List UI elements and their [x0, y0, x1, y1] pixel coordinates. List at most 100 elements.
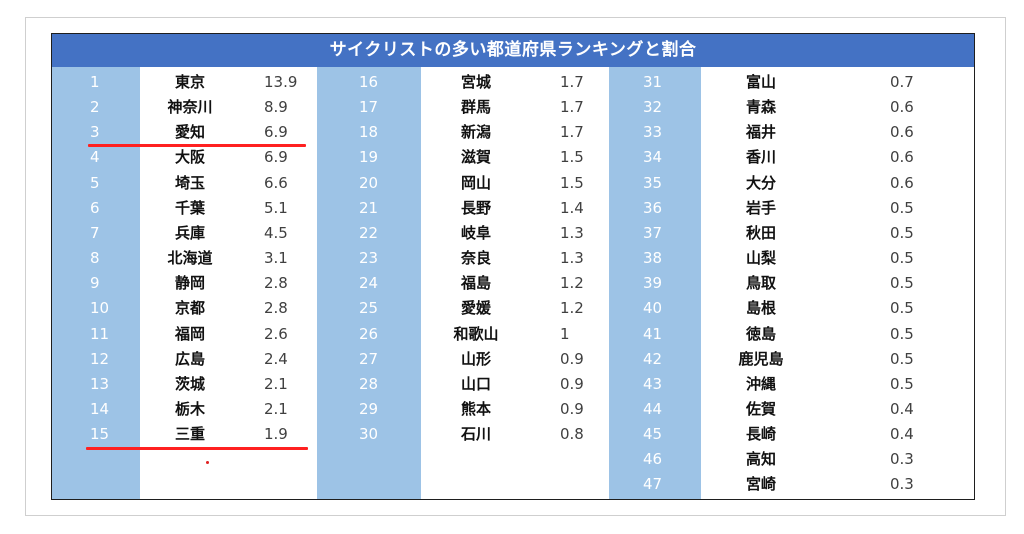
percentage-value: 0.5	[890, 324, 914, 343]
rank-number: 3	[90, 123, 100, 142]
percentage-value: 1.4	[560, 198, 584, 217]
prefecture-name: 宮城	[460, 73, 491, 91]
prefecture-name: 静岡	[174, 274, 205, 293]
percentage-value: 0.6	[890, 98, 914, 117]
rank-column-3	[609, 67, 701, 499]
percentage-value: 1.3	[560, 223, 584, 242]
prefecture-name: 栃木	[174, 399, 205, 418]
prefecture-name: 山形	[460, 349, 491, 368]
prefecture-name: 茨城	[174, 374, 205, 393]
percentage-value: 0.9	[560, 349, 584, 368]
prefecture-name: 秋田	[745, 223, 776, 242]
table-title: サイクリストの多い都道府県ランキングと割合	[52, 34, 974, 67]
percentage-value: 2.8	[264, 274, 288, 293]
rank-number: 27	[359, 349, 379, 368]
percentage-value: 0.7	[890, 73, 914, 91]
rank-number: 21	[359, 198, 379, 217]
percentage-value: 3.1	[264, 249, 288, 268]
rank-number: 18	[359, 123, 379, 142]
prefecture-name: 佐賀	[745, 399, 776, 418]
rank-number: 2	[90, 98, 100, 117]
prefecture-name: 大分	[745, 173, 776, 192]
rank-number: 43	[643, 374, 663, 393]
prefecture-name: 大阪	[174, 148, 205, 167]
prefecture-name: 三重	[174, 425, 205, 444]
prefecture-name: 高知	[745, 450, 776, 469]
rank-number: 33	[643, 123, 663, 142]
percentage-value: 1.7	[560, 73, 584, 91]
prefecture-name: 愛知	[174, 123, 205, 142]
prefecture-name: 福島	[460, 274, 491, 293]
rank-number: 14	[90, 399, 110, 418]
prefecture-name: 長野	[460, 198, 491, 217]
rank-number: 25	[359, 299, 379, 318]
prefecture-name: 岩手	[745, 198, 776, 217]
percentage-value: 0.5	[890, 374, 914, 393]
percentage-value: 6.9	[264, 148, 288, 167]
rank-number: 39	[643, 274, 663, 293]
rank-number: 16	[359, 73, 379, 91]
rank-number: 31	[643, 73, 663, 91]
highlight-underline-aichi	[88, 144, 306, 147]
prefecture-name: 徳島	[745, 324, 776, 343]
prefecture-name: 石川	[460, 425, 491, 444]
prefecture-name: 長崎	[745, 425, 776, 444]
percentage-value: 0.3	[890, 475, 914, 494]
prefecture-name: 群馬	[460, 98, 491, 117]
percentage-value: 1.9	[264, 425, 288, 444]
rank-number: 26	[359, 324, 379, 343]
rank-number: 5	[90, 173, 100, 192]
prefecture-name: 沖縄	[745, 374, 776, 393]
percentage-value: 1.5	[560, 148, 584, 167]
prefecture-name: 北海道	[167, 249, 213, 268]
percentage-value: 0.9	[560, 399, 584, 418]
rank-number: 23	[359, 249, 379, 268]
percentage-value: 5.1	[264, 198, 288, 217]
percentage-value: 0.8	[560, 425, 584, 444]
rank-number: 19	[359, 148, 379, 167]
rank-number: 42	[643, 349, 663, 368]
ranking-table: サイクリストの多い都道府県ランキングと割合 1 東京 13.9 2 神奈川 8.9 3 愛知 6…	[51, 33, 975, 500]
prefecture-name: 島根	[745, 299, 776, 318]
percentage-value: 0.6	[890, 173, 914, 192]
percentage-value: 1.3	[560, 249, 584, 268]
rank-number: 10	[90, 299, 110, 318]
rank-number: 37	[643, 223, 663, 242]
percentage-value: 2.8	[264, 299, 288, 318]
prefecture-name: 宮崎	[745, 475, 776, 494]
percentage-value: 1	[560, 324, 570, 343]
percentage-value: 8.9	[264, 98, 288, 117]
rank-number: 45	[643, 425, 663, 444]
prefecture-name: 香川	[745, 148, 776, 167]
percentage-value: 13.9	[264, 73, 298, 91]
rank-column-2	[317, 67, 421, 499]
rank-number: 40	[643, 299, 663, 318]
percentage-value: 0.5	[890, 249, 914, 268]
prefecture-name: 山口	[460, 374, 491, 393]
rank-number: 47	[643, 475, 663, 494]
prefecture-name: 広島	[174, 349, 205, 368]
annotation-mark	[206, 461, 209, 464]
prefecture-name: 京都	[174, 299, 205, 318]
prefecture-name: 福岡	[174, 324, 205, 343]
percentage-value: 0.9	[560, 374, 584, 393]
percentage-value: 0.5	[890, 223, 914, 242]
percentage-value: 0.5	[890, 198, 914, 217]
rank-number: 28	[359, 374, 379, 393]
prefecture-name: 山梨	[745, 249, 776, 268]
prefecture-name: 岡山	[460, 173, 491, 192]
prefecture-name: 青森	[745, 98, 776, 117]
prefecture-name: 奈良	[460, 249, 491, 268]
rank-number: 1	[90, 73, 100, 91]
rank-number: 30	[359, 425, 379, 444]
percentage-value: 0.6	[890, 148, 914, 167]
percentage-value: 4.5	[264, 223, 288, 242]
prefecture-name: 和歌山	[453, 324, 499, 343]
rank-number: 22	[359, 223, 379, 242]
percentage-value: 0.4	[890, 425, 914, 444]
percentage-value: 0.5	[890, 299, 914, 318]
percentage-value: 1.7	[560, 123, 584, 142]
percentage-value: 6.6	[264, 173, 288, 192]
prefecture-name: 兵庫	[174, 223, 205, 242]
percentage-value: 0.3	[890, 450, 914, 469]
